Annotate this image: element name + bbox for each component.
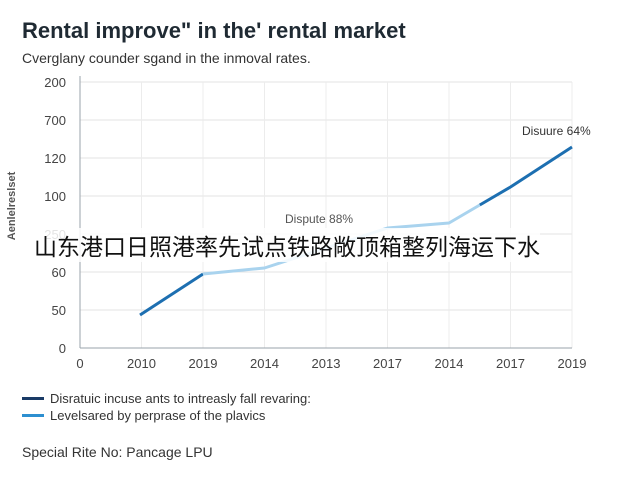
footer-note: Special Rite No: Pancage LPU [22,444,213,460]
legend-label-series-1: Disratuic incuse ants to intreasly fall … [50,391,311,406]
legend-item-series-1: Disratuic incuse ants to intreasly fall … [22,390,311,407]
legend-swatch-series-1 [22,397,44,400]
x-tick-label: 2019 [558,356,587,371]
overlay-caption: 山东港口日照港率先试点铁路敞顶箱整列海运下水 [34,228,540,262]
x-tick-label: 2017 [496,356,525,371]
x-tick-label: 2019 [189,356,218,371]
annotation-label: Dispute 88% [285,212,353,226]
x-tick-label: 2013 [312,356,341,371]
y-tick-label: 120 [44,151,66,166]
x-tick-label: 0 [76,356,83,371]
y-tick-label: 50 [52,303,66,318]
x-tick-label: 2017 [373,356,402,371]
y-axis-title: Aenlelreslset [6,171,19,241]
y-tick-label: 700 [44,113,66,128]
y-tick-label: 60 [52,265,66,280]
x-tick-label: 2014 [250,356,279,371]
series-line-1 [478,145,573,207]
x-tick-label: 2014 [435,356,464,371]
series-line-1 [139,272,204,317]
chart-subtitle: Cverglany counder sgand in the inmoval r… [22,50,311,66]
legend-item-series-2: Levelsared by perprase of the plavics [22,407,311,424]
legend-swatch-series-2 [22,414,44,417]
y-tick-label: 200 [44,75,66,90]
chart-title: Rental improve" in the' rental market [22,18,406,43]
x-tick-label: 2010 [127,356,156,371]
legend-label-series-2: Levelsared by perprase of the plavics [50,408,266,423]
y-tick-label: 100 [44,189,66,204]
legend: Disratuic incuse ants to intreasly fall … [22,390,311,424]
y-tick-label: 0 [59,341,66,356]
annotation-label: Disuure 64% [522,124,591,138]
